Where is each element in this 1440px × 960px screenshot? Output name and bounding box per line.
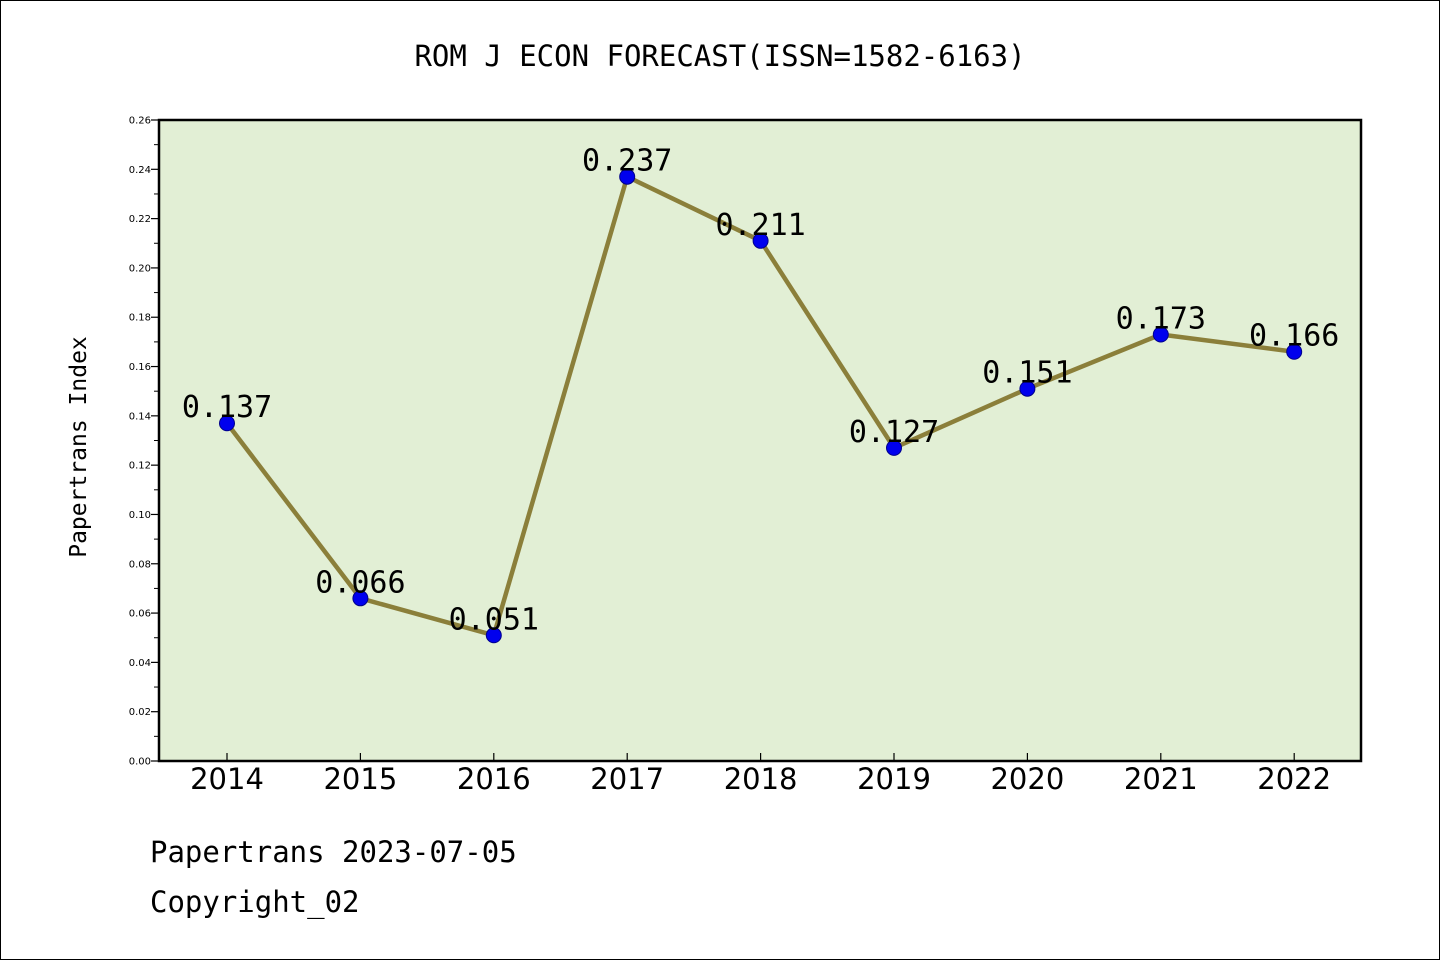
y-tick-label: 0.16 <box>129 362 151 373</box>
data-point <box>1019 380 1036 397</box>
plot-area <box>157 118 1363 763</box>
data-label: 0.137 <box>182 390 272 425</box>
data-label: 0.127 <box>849 415 939 450</box>
data-label: 0.066 <box>315 565 405 600</box>
y-tick-label: 0.18 <box>129 313 151 324</box>
y-tick-label: 0.20 <box>129 263 151 274</box>
data-point <box>1286 343 1303 360</box>
y-tick-label: 0.14 <box>129 411 151 422</box>
series: 0.137 0.066 0.051 0.237 0.211 0.127 0.151 0.173… <box>182 144 1339 644</box>
y-tick-label: 0.24 <box>129 165 151 176</box>
y-axis-label: Papertrans Index <box>66 336 92 558</box>
data-point <box>485 627 502 644</box>
y-axis: 0.00 0.02 0.04 0.06 0.08 0.10 0.12 0.14 0.16 0.18… <box>129 116 159 768</box>
data-label: 0.211 <box>715 208 805 243</box>
y-tick-label: 0.10 <box>129 510 151 521</box>
data-point <box>219 415 235 432</box>
data-label: 0.237 <box>582 144 672 179</box>
y-tick-label: 0.06 <box>129 609 151 620</box>
data-point <box>1152 326 1169 343</box>
y-tick-label: 0.12 <box>129 461 151 472</box>
data-label: 0.173 <box>1116 301 1206 336</box>
data-label: 0.151 <box>982 356 1072 391</box>
x-tick-label: 2017 <box>590 762 664 796</box>
y-tick-label: 0.26 <box>129 116 151 127</box>
data-point <box>352 590 369 607</box>
y-tick-label: 0.22 <box>129 214 151 225</box>
data-point <box>752 232 769 249</box>
x-tick-label: 2020 <box>990 762 1064 796</box>
x-tick-label: 2015 <box>323 762 397 796</box>
x-tick-label: 2014 <box>190 762 264 796</box>
y-tick-label: 0.02 <box>129 707 151 718</box>
y-tick-label: 0.00 <box>129 757 151 768</box>
footer-date: Papertrans 2023-07-05 <box>150 835 517 869</box>
x-tick-label: 2016 <box>457 762 531 796</box>
x-tick-label: 2021 <box>1124 762 1198 796</box>
y-tick-label: 0.04 <box>129 658 151 669</box>
data-label: 0.051 <box>449 602 539 637</box>
data-label: 0.166 <box>1249 319 1339 354</box>
x-tick-label: 2022 <box>1257 762 1331 796</box>
x-tick-label: 2019 <box>857 762 931 796</box>
chart-title: ROM J ECON FORECAST(ISSN=1582-6163) <box>414 39 1025 73</box>
x-tick-label: 2018 <box>724 762 798 796</box>
data-point <box>619 168 636 185</box>
y-tick-label: 0.08 <box>129 559 151 570</box>
x-axis: 2014 2015 2016 2017 2018 2019 2020 2021 2022 <box>190 753 1331 796</box>
data-point <box>886 439 902 456</box>
footer-copyright: Copyright_02 <box>150 885 360 919</box>
